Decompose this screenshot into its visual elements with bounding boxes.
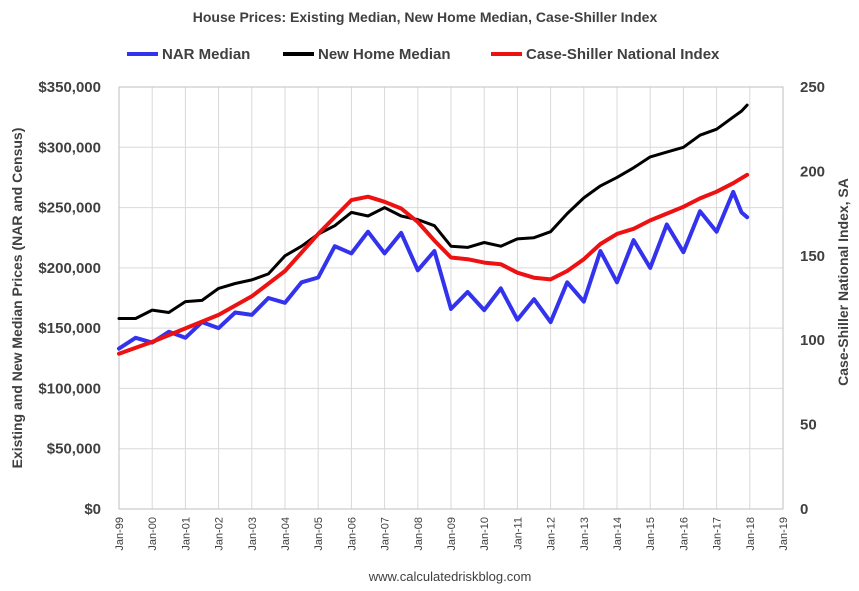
source-credit: www.calculatedriskblog.com: [368, 569, 532, 584]
x-tick-label: Jan-16: [678, 517, 690, 551]
right-tick-label: 50: [800, 417, 817, 434]
x-tick-label: Jan-17: [712, 517, 724, 551]
x-tick-label: Jan-02: [214, 517, 226, 551]
right-tick-label: 150: [800, 248, 825, 265]
left-tick-label: $250,000: [38, 200, 101, 217]
x-tick-label: Jan-07: [380, 517, 392, 551]
x-tick-label: Jan-08: [413, 517, 425, 551]
series-line-case-shiller: [117, 172, 750, 356]
x-tick-label: Jan-10: [479, 517, 491, 551]
legend: NAR Median New Home Median Case-Shiller …: [127, 46, 720, 63]
left-tick-label: $200,000: [38, 260, 101, 277]
left-axis-title: Existing and New Median Prices (NAR and …: [9, 128, 25, 469]
x-tick-label: Jan-04: [280, 517, 292, 551]
left-tick-label: $150,000: [38, 320, 101, 337]
gridlines: [118, 86, 784, 510]
left-tick-label: $350,000: [38, 79, 101, 96]
right-tick-label: 200: [800, 163, 825, 180]
x-tick-label: Jan-14: [612, 517, 624, 551]
x-tick-label: Jan-05: [313, 517, 325, 551]
series-line-nar-median: [117, 189, 750, 351]
right-axis-title: Case-Shiller National Index, SA: [835, 178, 851, 386]
x-tick-label: Jan-15: [645, 517, 657, 551]
x-axis-ticks: Jan-99 Jan-00 Jan-01 Jan-02 Jan-03 Jan-04 Jan-…: [114, 517, 790, 551]
right-tick-label: 250: [800, 79, 825, 96]
left-tick-label: $0: [84, 501, 101, 518]
legend-label-nar: NAR Median: [162, 46, 250, 63]
chart-title: House Prices: Existing Median, New Home …: [193, 9, 658, 25]
x-tick-label: Jan-00: [147, 517, 159, 551]
left-tick-label: $50,000: [47, 441, 101, 458]
x-tick-label: Jan-11: [512, 517, 524, 550]
x-tick-label: Jan-18: [745, 517, 757, 551]
x-tick-label: Jan-13: [579, 517, 591, 551]
left-tick-label: $100,000: [38, 380, 101, 397]
x-tick-label: Jan-09: [446, 517, 458, 551]
right-tick-label: 0: [800, 501, 808, 518]
x-tick-label: Jan-12: [546, 517, 558, 551]
legend-label-new-home: New Home Median: [318, 46, 451, 63]
plot-area-border: [118, 86, 784, 510]
right-axis-ticks: 0 50 100 150 200 250: [800, 79, 825, 518]
left-tick-label: $300,000: [38, 139, 101, 156]
series-line-new-home-median: [117, 103, 749, 320]
series-layer: [117, 103, 750, 356]
x-tick-label: Jan-01: [180, 517, 192, 551]
x-tick-label: Jan-99: [114, 517, 126, 551]
x-tick-label: Jan-19: [778, 517, 790, 551]
legend-label-case-shiller: Case-Shiller National Index: [526, 46, 720, 63]
x-tick-label: Jan-03: [247, 517, 259, 551]
left-axis-ticks: $0 $50,000 $100,000 $150,000 $200,000 $250,00…: [38, 79, 101, 518]
x-tick-label: Jan-06: [346, 517, 358, 551]
right-tick-label: 100: [800, 332, 825, 349]
